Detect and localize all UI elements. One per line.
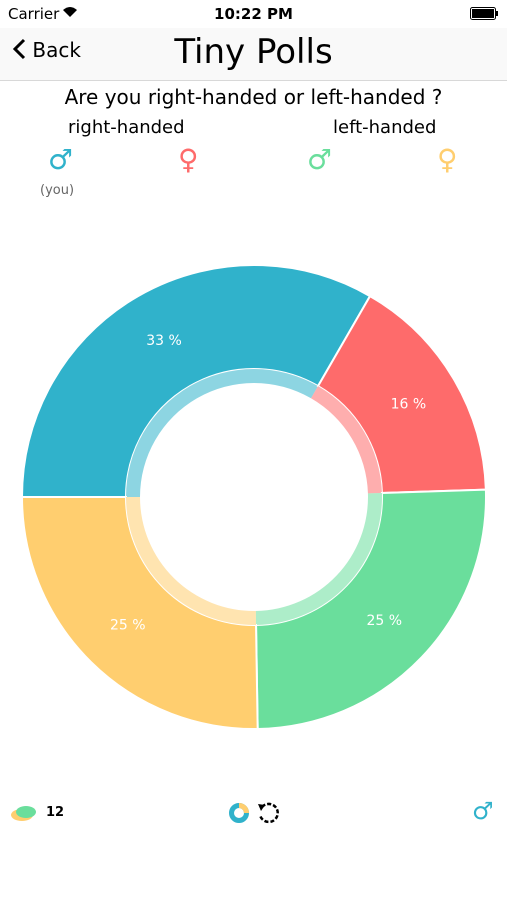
comments-icon	[11, 806, 36, 821]
app-title: Tiny Polls	[174, 32, 333, 72]
nav-bar: Back Tiny Polls	[0, 28, 507, 81]
back-chevron	[12, 38, 26, 60]
slice-label: 16 %	[391, 397, 427, 413]
slice-inner-ring	[126, 497, 257, 625]
donut-chart: 33 % 16 % 25 % 25 %	[20, 264, 487, 730]
slice	[20, 264, 372, 498]
chart-toggle-icon[interactable]	[228, 802, 252, 826]
back-label[interactable]: Back	[32, 38, 81, 62]
back-button[interactable]: Back	[12, 38, 81, 62]
slice-label: 33 %	[146, 333, 182, 349]
legend-symbol: ♀	[437, 143, 458, 176]
legend-group-label: left-handed	[333, 117, 437, 138]
question: Are you right-handed or left-handed ?	[64, 85, 443, 109]
slice-label: 25 %	[366, 613, 402, 629]
carrier: Carrier	[8, 5, 60, 23]
status-bar: Carrier 10:22 PM	[0, 0, 507, 28]
legend-group-label: right-handed	[68, 117, 185, 138]
legend-symbol: ♀	[178, 143, 199, 176]
wifi-icon	[63, 7, 77, 17]
legend-note: (you)	[40, 183, 75, 198]
legend-symbol: ♂	[307, 143, 333, 176]
gender-filter[interactable]: ♂	[472, 797, 494, 825]
slice-inner-ring	[311, 386, 382, 494]
footer: 12 ♂	[0, 795, 507, 835]
legend-symbol: ♂	[48, 143, 74, 176]
slice-inner-ring	[126, 369, 318, 497]
refresh-icon[interactable]	[257, 802, 281, 826]
slice-inner-ring	[255, 492, 382, 625]
battery-icon	[470, 7, 498, 20]
legend: right-handed ♂ (you) ♀ left-handed ♂ ♀	[0, 115, 507, 205]
comment-count: 12	[46, 805, 65, 820]
clock: 10:22 PM	[214, 5, 293, 23]
slice-label: 25 %	[110, 617, 146, 633]
